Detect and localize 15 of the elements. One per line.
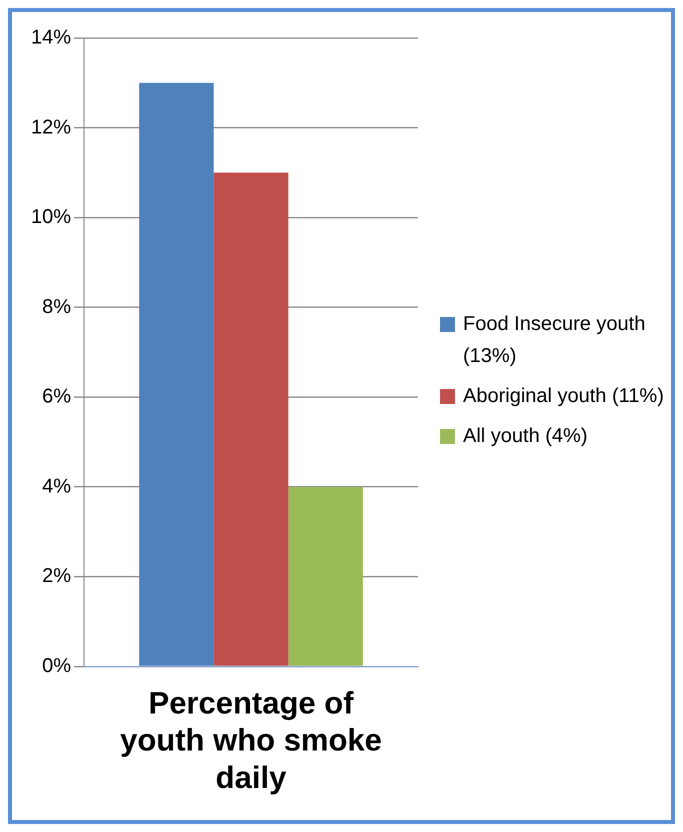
y-tick-label: 14%	[31, 26, 72, 49]
y-tick-label: 6%	[42, 386, 72, 408]
y-tick-label: 12%	[31, 116, 72, 138]
bar	[214, 172, 288, 666]
y-tick-label: 10%	[31, 206, 72, 228]
bar	[288, 486, 363, 666]
legend-label: All youth (4%)	[463, 424, 588, 449]
legend-label: Food Insecure youth (13%)	[463, 312, 646, 369]
bar	[139, 82, 214, 666]
legend-label: Aboriginal youth (11%)	[463, 384, 665, 409]
y-tick-label: 2%	[42, 565, 72, 588]
y-tick-label: 0%	[42, 654, 72, 677]
y-tick-label: 4%	[42, 475, 72, 498]
y-tick-label: 8%	[42, 296, 72, 318]
x-tick-label: Percentage of youth who smoke daily	[120, 686, 382, 795]
